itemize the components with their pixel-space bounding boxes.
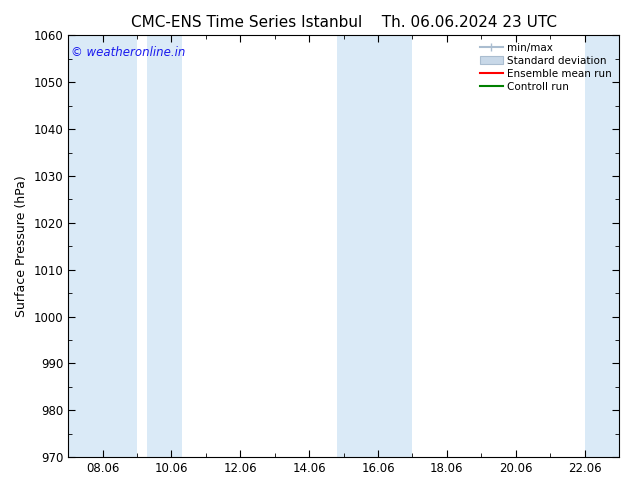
Title: CMC-ENS Time Series Istanbul    Th. 06.06.2024 23 UTC: CMC-ENS Time Series Istanbul Th. 06.06.2… xyxy=(131,15,557,30)
Bar xyxy=(337,35,413,457)
Text: © weatheronline.in: © weatheronline.in xyxy=(71,46,185,59)
Legend: min/max, Standard deviation, Ensemble mean run, Controll run: min/max, Standard deviation, Ensemble me… xyxy=(478,41,614,94)
Y-axis label: Surface Pressure (hPa): Surface Pressure (hPa) xyxy=(15,175,28,317)
Bar xyxy=(585,35,619,457)
Bar xyxy=(147,35,182,457)
Bar xyxy=(68,35,137,457)
